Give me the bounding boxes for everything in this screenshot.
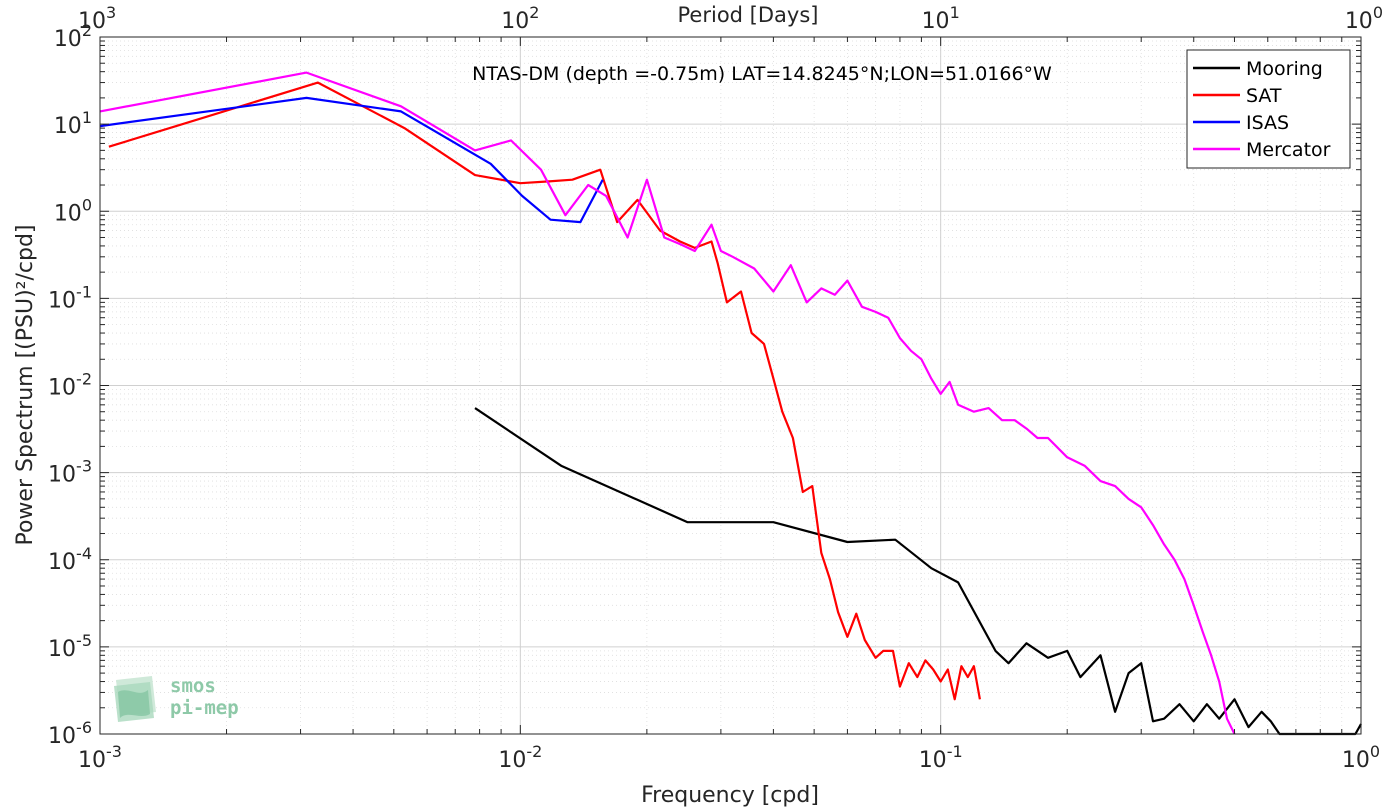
y-tick-label: 10-1 [48, 282, 92, 313]
y-axis-label: Power Spectrum [(PSU)²/cpd] [13, 224, 38, 545]
top-x-tick-label: 100 [1345, 3, 1383, 34]
x-axis-label: Frequency [cpd] [641, 783, 819, 808]
y-tick-label: 10-6 [48, 718, 92, 749]
y-tick-label: 10-3 [48, 457, 92, 488]
series-line-isas [99, 96, 604, 224]
x-tick-label: 100 [1342, 742, 1380, 773]
legend-label-sat: SAT [1246, 85, 1282, 107]
top-x-axis-label: Period [Days] [678, 3, 819, 27]
series-line-mooring [474, 407, 1362, 736]
axis-ticks [99, 36, 1362, 735]
top-x-tick-label: 102 [501, 3, 539, 34]
top-x-tick-label: 101 [922, 3, 960, 34]
legend-label-isas: ISAS [1246, 112, 1289, 134]
legend-label-mooring: Mooring [1246, 58, 1323, 80]
x-tick-label: 10-1 [919, 742, 963, 773]
logo-waves-icon [114, 676, 156, 722]
logo-line-2: pi-mep [170, 697, 239, 719]
smos-pimep-logo: smos pi-mep [112, 672, 262, 724]
chart-title: NTAS-DM (depth =-0.75m) LAT=14.8245°N;LO… [472, 63, 1052, 85]
y-tick-label: 101 [54, 108, 92, 139]
series-line-sat [108, 81, 981, 701]
y-tick-label: 102 [54, 21, 92, 52]
legend: Mooring SAT ISAS Mercator [1186, 49, 1351, 169]
y-tick-label: 100 [54, 195, 92, 226]
logo-line-1: smos [170, 675, 216, 697]
series-lines [99, 71, 1362, 736]
y-tick-label: 10-5 [48, 631, 92, 662]
legend-label-mercator: Mercator [1246, 139, 1331, 161]
x-tick-label: 10-3 [78, 742, 122, 773]
x-tick-label: 10-2 [498, 742, 542, 773]
series-line-mercator [99, 71, 1236, 735]
major-grid [99, 36, 1362, 735]
y-tick-label: 10-2 [48, 370, 92, 401]
top-x-tick-label: 103 [78, 3, 116, 34]
y-tick-label: 10-4 [48, 544, 92, 575]
